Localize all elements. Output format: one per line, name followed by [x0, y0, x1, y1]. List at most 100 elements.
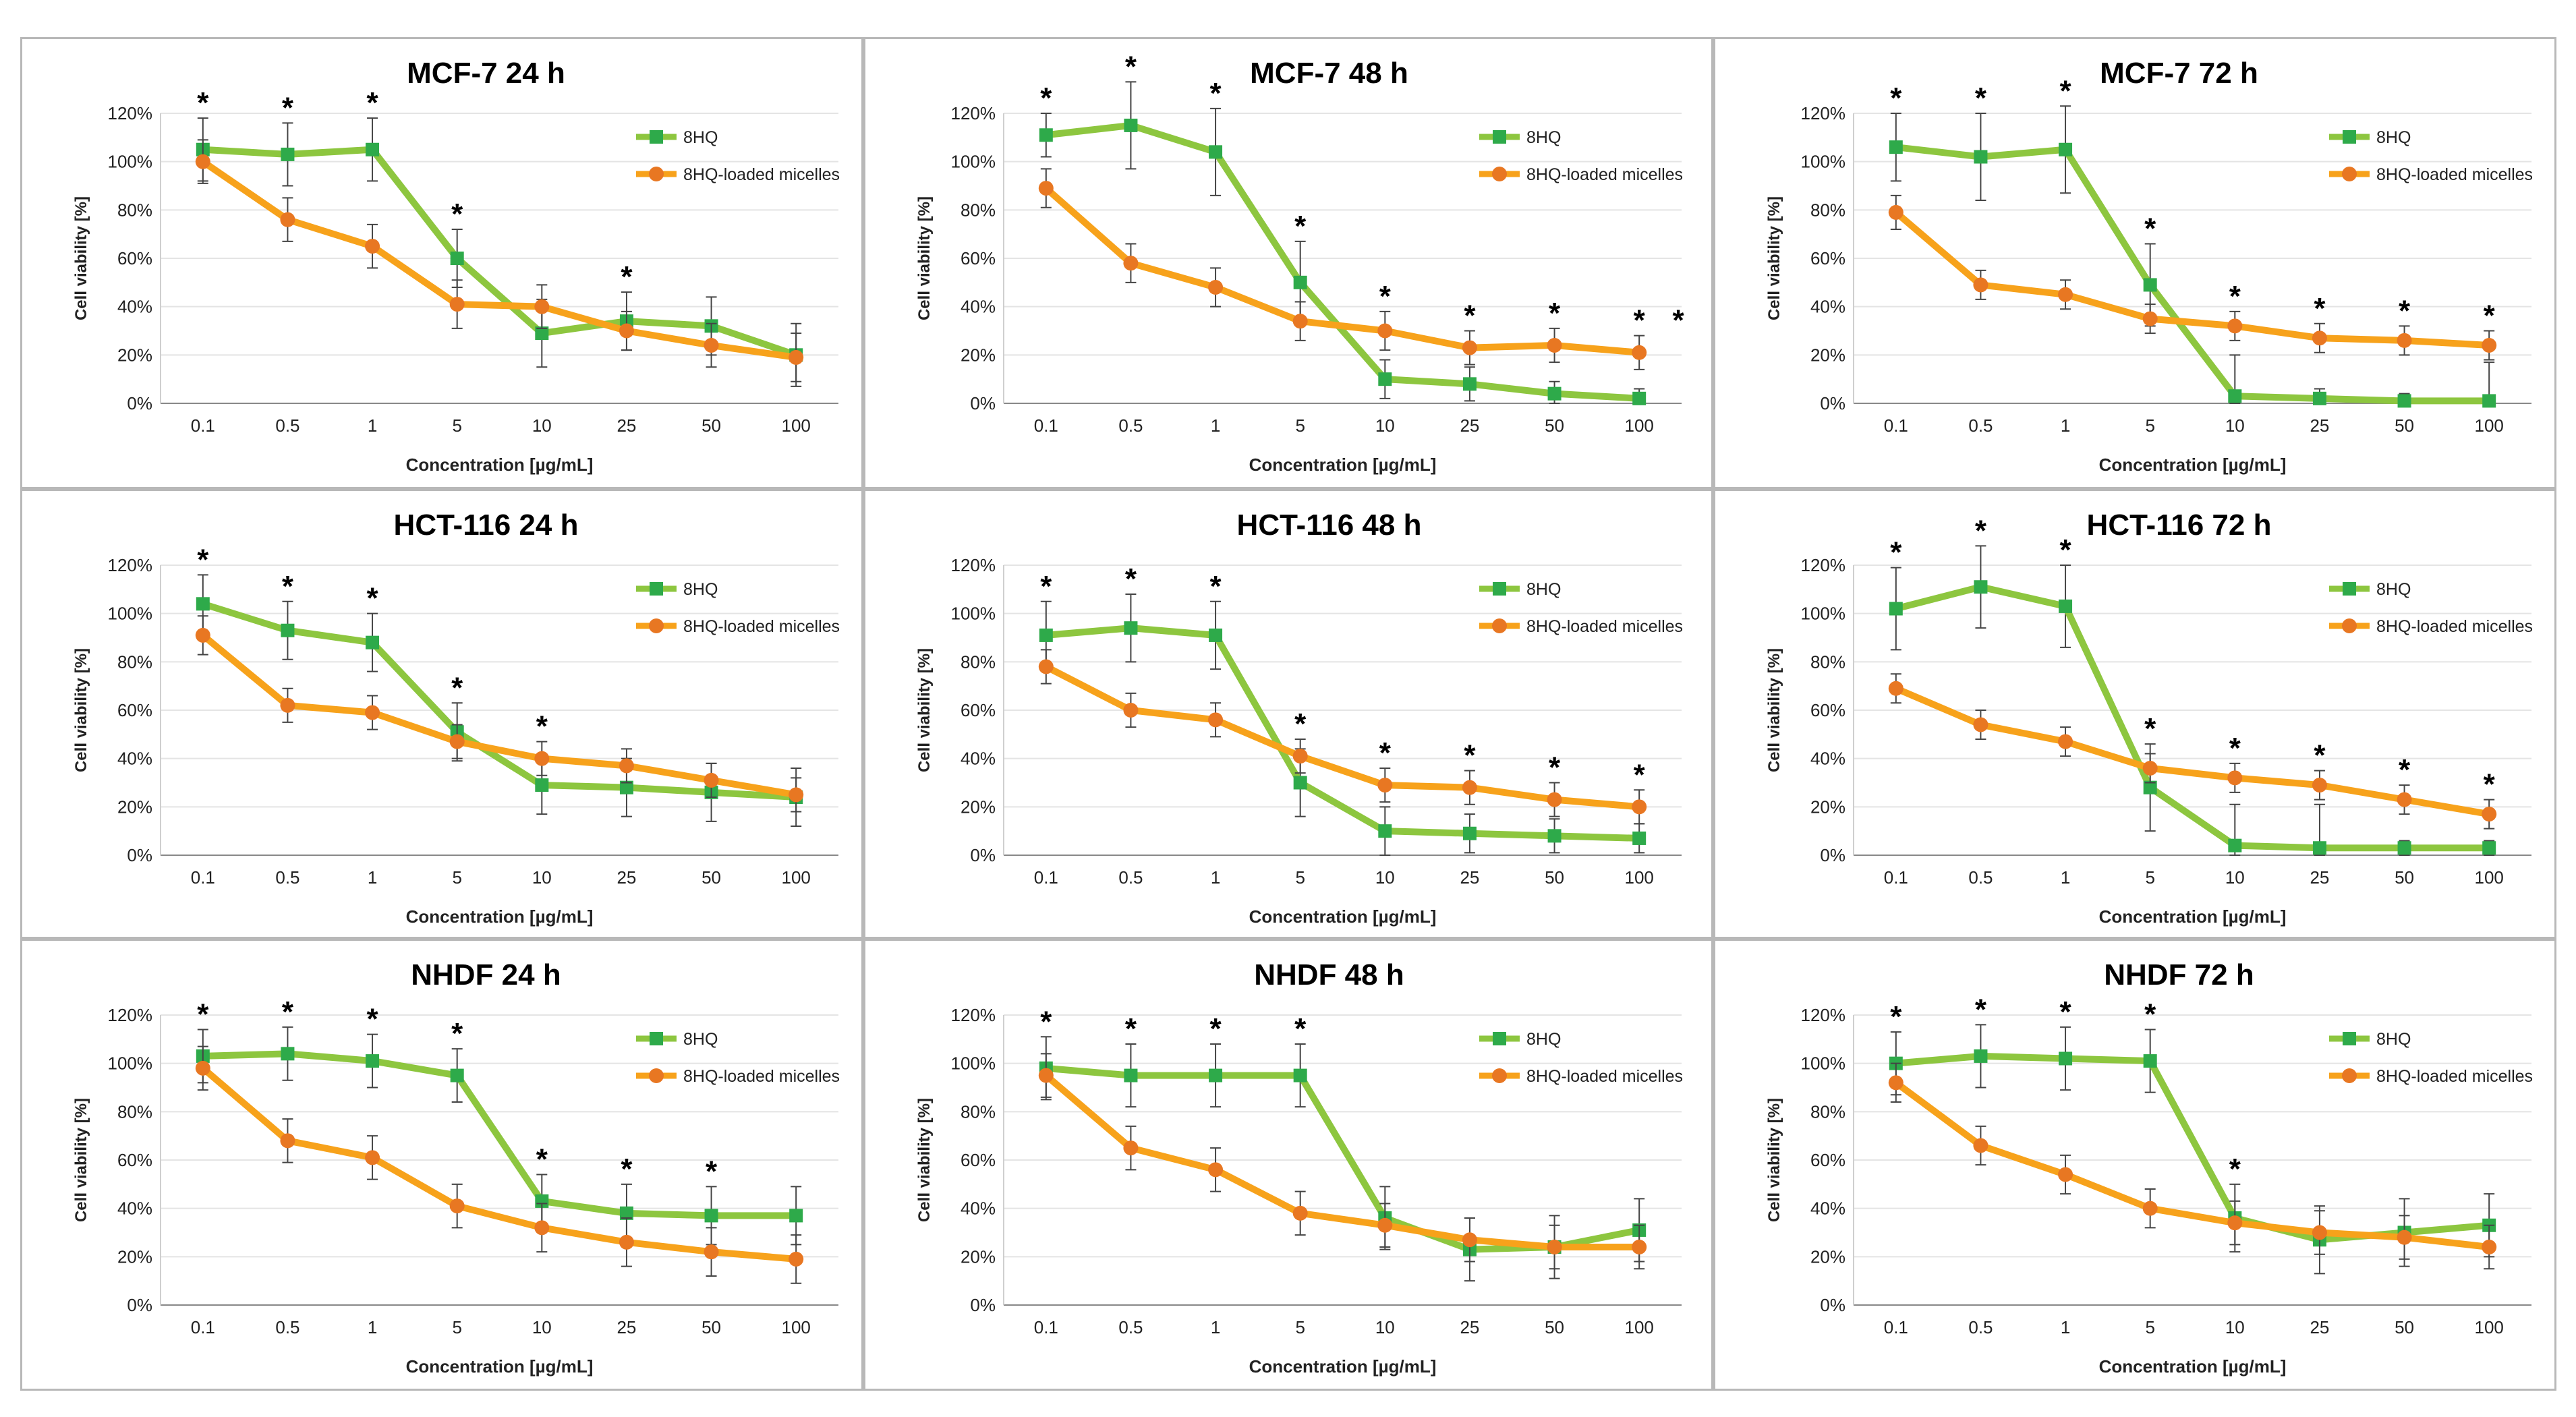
- series-line: [200, 158, 797, 361]
- significance-asterisk: *: [282, 570, 294, 603]
- legend-label: 8HQ: [1526, 128, 1561, 147]
- legend-marker: [2343, 582, 2356, 596]
- data-point-circle: [1377, 778, 1393, 793]
- y-tick-label: 20%: [1810, 797, 1845, 817]
- significance-asterisk: *: [451, 671, 463, 704]
- data-point-circle: [2482, 338, 2497, 353]
- data-point-circle: [704, 338, 719, 353]
- y-tick-label: 0%: [970, 393, 996, 413]
- chart-svg: NHDF 48 h 0% 20% 40% 60% 80% 100% 120% 0.1 0.5 1 5 1…: [915, 958, 1683, 1377]
- significance-asterisk: *: [451, 1017, 463, 1050]
- data-point-circle: [1547, 338, 1562, 353]
- y-tick-label: 60%: [117, 248, 152, 268]
- data-point-square: [2312, 841, 2326, 855]
- data-point-circle: [2227, 1215, 2243, 1231]
- data-point-circle: [704, 772, 719, 788]
- y-axis-label: Cell viability [%]: [1765, 1098, 1783, 1222]
- series-line: [1895, 144, 2490, 405]
- x-tick-label: 0.5: [1118, 1317, 1143, 1337]
- significance-asterisk: *: [1464, 299, 1476, 332]
- x-tick-label: 0.5: [1968, 867, 1993, 888]
- x-tick-label: 5: [1295, 415, 1305, 436]
- legend-marker: [2342, 618, 2357, 633]
- data-point-circle: [1377, 323, 1393, 339]
- significance-asterisk: *: [1975, 993, 1987, 1026]
- data-point-square: [366, 142, 380, 156]
- significance-asterisk: *: [2484, 768, 2496, 801]
- chart-svg: MCF-7 24 h 0% 20% 40% 60% 80% 100% 120% 0.1 0.5 1 5…: [72, 57, 840, 475]
- significance-asterisk: *: [2314, 739, 2326, 772]
- x-tick-label: 50: [1545, 1317, 1564, 1337]
- significance-asterisk: *: [1125, 1012, 1137, 1045]
- significance-asterisk: *: [621, 260, 633, 293]
- data-point-square: [789, 1209, 803, 1223]
- significance-asterisk: *: [2484, 299, 2496, 332]
- data-point-circle: [2058, 734, 2073, 749]
- x-tick-label: 100: [2474, 1317, 2503, 1337]
- y-tick-label: 120%: [1801, 103, 1846, 123]
- data-point-circle: [534, 1220, 550, 1236]
- chart-title: HCT-116 24 h: [394, 509, 579, 542]
- y-axis-label: Cell viability [%]: [1765, 648, 1783, 772]
- y-tick-label: 20%: [961, 345, 996, 365]
- legend-marker: [2343, 130, 2356, 144]
- legend-marker: [649, 1068, 664, 1083]
- y-tick-label: 20%: [117, 797, 152, 817]
- data-point-circle: [1632, 799, 1647, 815]
- chart-svg: NHDF 72 h 0% 20% 40% 60% 80% 100% 120% 0.1 0.5 1 5 1…: [1765, 958, 2533, 1377]
- x-axis-label: Concentration [µg/mL]: [406, 455, 594, 475]
- data-point-square: [619, 1206, 633, 1220]
- y-tick-label: 80%: [117, 200, 152, 220]
- chart-title: MCF-7 72 h: [2100, 57, 2258, 90]
- data-point-square: [1462, 377, 1477, 391]
- x-tick-label: 25: [1460, 415, 1479, 436]
- y-tick-label: 80%: [961, 1101, 996, 1122]
- data-point-circle: [1973, 717, 1988, 732]
- significance-asterisk: *: [1379, 280, 1392, 313]
- y-tick-label: 100%: [1801, 152, 1846, 172]
- legend-label: 8HQ-loaded micelles: [1526, 1067, 1683, 1086]
- data-point-circle: [1547, 1240, 1562, 1254]
- x-axis-label: Concentration [µg/mL]: [1249, 906, 1437, 927]
- x-tick-label: 25: [2310, 1317, 2329, 1337]
- data-point-circle: [1038, 1068, 1054, 1083]
- y-axis-label: Cell viability [%]: [915, 1098, 934, 1222]
- legend-marker: [650, 582, 663, 596]
- data-point-square: [281, 1047, 295, 1061]
- data-point-square: [2143, 780, 2157, 794]
- legend-label: 8HQ-loaded micelles: [2376, 165, 2533, 184]
- x-tick-label: 50: [702, 415, 721, 436]
- data-point-circle: [2397, 1230, 2412, 1245]
- data-point-circle: [195, 154, 210, 169]
- y-axis-label: Cell viability [%]: [915, 196, 934, 320]
- data-point-square: [704, 1209, 718, 1223]
- significance-asterisk: *: [1890, 536, 1902, 569]
- data-point-circle: [1377, 1217, 1393, 1233]
- data-point-circle: [1888, 204, 1904, 220]
- chart-title: NHDF 72 h: [2104, 958, 2254, 991]
- x-tick-label: 1: [2061, 1317, 2070, 1337]
- chart-panel: NHDF 72 h 0% 20% 40% 60% 80% 100% 120% 0.1 0.5 1 5 1…: [1713, 939, 2556, 1391]
- chart-svg: HCT-116 48 h 0% 20% 40% 60% 80% 100% 120% 0.1 0.5…: [915, 509, 1683, 927]
- significance-asterisk: *: [1549, 751, 1561, 784]
- data-point-square: [1293, 776, 1307, 790]
- data-point-square: [535, 1194, 549, 1208]
- chart-title: MCF-7 24 h: [407, 57, 565, 90]
- x-tick-label: 0.5: [275, 415, 299, 436]
- data-point-circle: [2058, 287, 2073, 302]
- significance-asterisk: *: [1379, 736, 1392, 770]
- significance-asterisk: *: [1040, 570, 1052, 603]
- significance-asterisk: *: [621, 1153, 633, 1186]
- legend-marker: [2342, 167, 2357, 181]
- significance-asterisk: *: [2399, 753, 2411, 786]
- legend-label: 8HQ: [1526, 1030, 1561, 1049]
- legend-label: 8HQ-loaded micelles: [2376, 1067, 2533, 1086]
- significance-asterisk: *: [1125, 50, 1137, 83]
- y-axis-label: Cell viability [%]: [1765, 196, 1783, 320]
- data-point-circle: [1208, 280, 1224, 295]
- data-point-circle: [534, 751, 550, 766]
- data-point-circle: [449, 734, 465, 749]
- series-line: [200, 633, 797, 799]
- data-point-circle: [1462, 1232, 1477, 1248]
